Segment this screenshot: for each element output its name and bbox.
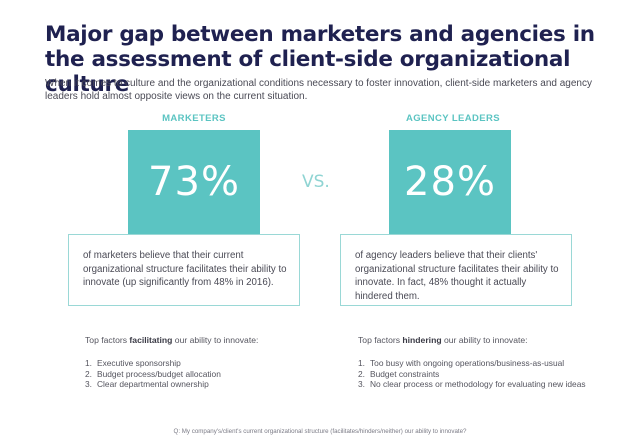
list-item: 1. Too busy with ongoing operations/busin…: [358, 358, 598, 369]
list-item-number: 2.: [358, 368, 365, 379]
list-item-number: 2.: [85, 368, 92, 379]
list-item: 2. Budget constraints: [358, 369, 598, 380]
factors-suffix: our ability to innovate:: [172, 335, 259, 345]
agency-leaders-description: of agency leaders believe that their cli…: [340, 234, 572, 306]
factors-keyword: facilitating: [129, 335, 173, 345]
list-item-text: Clear departmental ownership: [97, 379, 209, 390]
factors-suffix: our ability to innovate:: [441, 335, 528, 345]
marketers-stat-value: 73%: [148, 159, 240, 205]
agency-leaders-heading: AGENCY LEADERS: [405, 113, 501, 124]
list-item-text: Too busy with ongoing operations/busines…: [370, 358, 565, 368]
hindering-factors-title: Top factors hindering our ability to inn…: [358, 335, 528, 345]
list-item-text: No clear process or methodology for eval…: [370, 379, 586, 390]
factors-prefix: Top factors: [85, 335, 130, 345]
agency-leaders-stat-box: 28%: [389, 130, 511, 234]
facilitating-factors-title: Top factors facilitating our ability to …: [85, 335, 258, 345]
vs-label: VS.: [302, 172, 330, 192]
list-item: 1. Executive sponsorship: [85, 358, 325, 369]
list-item-text: Executive sponsorship: [97, 358, 181, 368]
list-item-number: 3.: [358, 379, 365, 390]
survey-question-footnote: Q: My company's/client's current organiz…: [173, 428, 467, 435]
marketers-stat-box: 73%: [128, 130, 260, 234]
factors-prefix: Top factors: [358, 335, 403, 345]
page-title: Major gap between marketers and agencies…: [45, 22, 595, 97]
list-item-number: 3.: [85, 379, 92, 390]
list-item: 3. Clear departmental ownership: [85, 379, 325, 390]
facilitating-factors-list: 1. Executive sponsorship 2. Budget process…: [85, 358, 325, 390]
factors-keyword: hindering: [402, 335, 442, 345]
agency-leaders-stat-value: 28%: [404, 159, 496, 205]
marketers-description: of marketers believe that their current …: [68, 234, 300, 306]
agency-leaders-description-text: of agency leaders believe that their cli…: [355, 250, 559, 302]
list-item-text: Budget constraints: [370, 368, 440, 379]
list-item: 3. No clear process or methodology for ev…: [358, 379, 598, 390]
list-item-text: Budget process/budget allocation: [97, 368, 221, 379]
marketers-heading: MARKETERS: [162, 113, 226, 124]
list-item: 2. Budget process/budget allocation: [85, 369, 325, 380]
list-item-number: 1.: [358, 358, 365, 368]
list-item-number: 1.: [85, 358, 92, 368]
hindering-factors-list: 1. Too busy with ongoing operations/busin…: [358, 358, 598, 390]
marketers-description-text: of marketers believe that their current …: [83, 250, 287, 289]
intro-text: When it comes to culture and the organiz…: [45, 78, 592, 102]
